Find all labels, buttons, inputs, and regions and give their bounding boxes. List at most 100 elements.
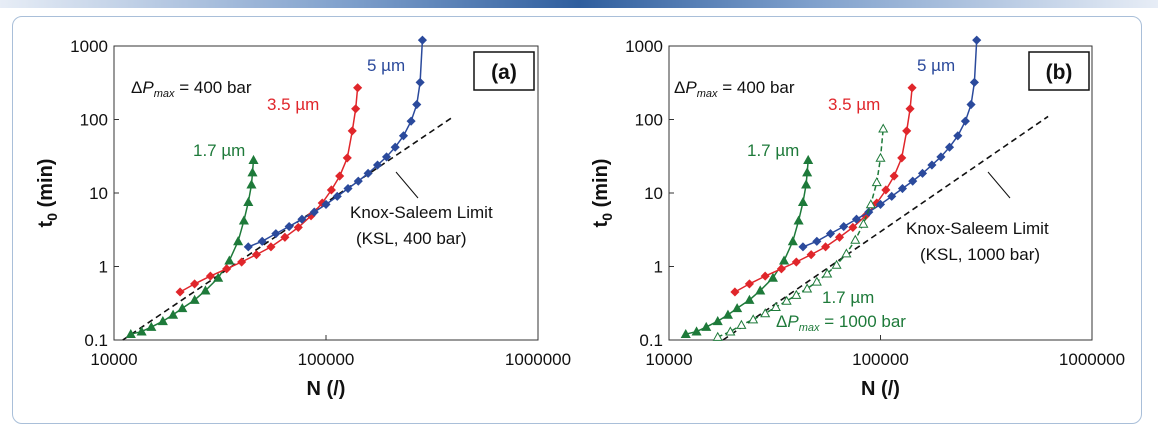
data-point-diamond (412, 99, 422, 110)
y-axis-title: t0 (min) (35, 159, 60, 228)
data-point-triangle (125, 328, 136, 339)
data-point-diamond (897, 153, 907, 163)
data-point-triangle (755, 285, 766, 295)
data-point-diamond (293, 222, 303, 233)
data-point-diamond (887, 191, 897, 201)
series-5-m (798, 35, 982, 252)
series-label-3-5um: 3.5 µm (267, 95, 319, 114)
data-point-triangle (722, 309, 734, 319)
data-point-diamond (381, 152, 392, 162)
data-point-diamond (730, 287, 740, 297)
data-point-diamond (398, 131, 409, 141)
data-point-triangle (748, 314, 759, 324)
series-label-1-7um-1000bar: 1.7 µm (822, 288, 874, 307)
x-tick-label: 10000 (645, 350, 692, 369)
data-point-diamond (902, 126, 912, 136)
y-tick-label: 0.1 (639, 331, 663, 350)
x-tick-label: 10000 (90, 350, 137, 369)
data-point-triangle (781, 295, 792, 305)
series-label-3-5um: 3.5 µm (828, 95, 880, 114)
y-tick-label: 1000 (70, 37, 108, 56)
data-point-diamond (944, 142, 955, 152)
data-point-triangle (822, 268, 833, 278)
series-line (130, 160, 255, 335)
data-point-diamond (744, 279, 754, 289)
limit-label: Knox-Saleem Limit (906, 219, 1049, 238)
limit-label: Knox-Saleem Limit (350, 203, 493, 222)
data-point-triangle (770, 301, 781, 311)
knox-saleem-limit-line (722, 115, 1049, 341)
data-point-diamond (222, 264, 232, 274)
data-point-diamond (881, 185, 891, 195)
x-tick-label: 1000000 (505, 350, 571, 369)
data-point-diamond (907, 83, 917, 93)
data-point-triangle (712, 316, 723, 326)
data-point-triangle (732, 303, 743, 313)
data-point-triangle (787, 236, 798, 246)
data-point-diamond (237, 257, 247, 267)
y-tick-label: 10 (89, 184, 108, 203)
data-point-diamond (257, 236, 267, 246)
x-tick-label: 100000 (298, 350, 355, 369)
y-tick-label: 0.1 (84, 331, 108, 350)
data-point-diamond (266, 242, 276, 252)
x-tick-label: 100000 (852, 350, 909, 369)
series-label-5um: 5 µm (367, 56, 405, 75)
data-point-triangle (136, 326, 147, 336)
data-point-triangle (865, 199, 876, 209)
series-5-m (243, 35, 427, 252)
data-point-triangle (224, 255, 235, 265)
data-point-diamond (960, 116, 970, 126)
limit-label-sub: (KSL, 1000 bar) (920, 245, 1040, 264)
data-point-diamond (309, 207, 319, 217)
x-axis-title: N (/) (861, 378, 900, 400)
data-point-triangle (779, 255, 790, 265)
pressure-label-1000bar: ΔPmax = 1000 bar (776, 312, 906, 334)
data-point-triangle (157, 316, 168, 326)
x-tick-label: 1000000 (1059, 350, 1125, 369)
data-point-triangle (878, 123, 889, 133)
data-point-diamond (406, 116, 416, 126)
data-point-triangle (725, 326, 736, 336)
data-point-diamond (415, 77, 425, 87)
chart-panel-b: 0.1 1 10 100 1000 10000 100000 1000000 N (/) t0 (… (590, 35, 1125, 400)
y-tick-label: 100 (80, 111, 108, 130)
series-3-5-m (175, 83, 363, 297)
data-point-diamond (342, 153, 352, 163)
data-point-triangle (246, 179, 257, 189)
data-point-diamond (821, 242, 831, 252)
data-point-diamond (791, 257, 801, 267)
data-point-diamond (353, 83, 363, 93)
series-line (685, 160, 809, 335)
data-point-triangle (791, 289, 802, 299)
data-point-diamond (864, 207, 874, 217)
data-point-diamond (889, 171, 899, 181)
y-tick-label: 1000 (625, 37, 663, 56)
data-point-diamond (927, 160, 937, 170)
panel-label: (a) (491, 61, 517, 84)
data-point-triangle (213, 272, 224, 282)
data-point-diamond (875, 199, 886, 209)
data-point-triangle (177, 303, 188, 313)
data-point-diamond (363, 168, 373, 178)
pressure-label: ΔPmax = 400 bar (131, 78, 252, 100)
data-point-diamond (335, 171, 345, 181)
data-point-triangle (691, 326, 702, 336)
data-point-diamond (251, 250, 262, 260)
limit-label-sub: (KSL, 400 bar) (356, 229, 467, 248)
data-point-diamond (839, 221, 849, 232)
data-point-diamond (326, 185, 336, 195)
data-point-diamond (284, 221, 294, 232)
data-point-diamond (372, 160, 383, 170)
data-point-diamond (321, 199, 331, 209)
data-point-triangle (760, 308, 771, 318)
series-label-5um: 5 µm (917, 56, 955, 75)
y-axis-title: t0 (min) (590, 159, 615, 228)
data-point-triangle (797, 196, 809, 207)
pressure-label: ΔPmax = 400 bar (674, 78, 795, 100)
data-point-diamond (936, 152, 946, 162)
data-point-triangle (168, 309, 179, 319)
data-point-triangle (871, 177, 882, 187)
series-1-7-m (125, 154, 259, 339)
